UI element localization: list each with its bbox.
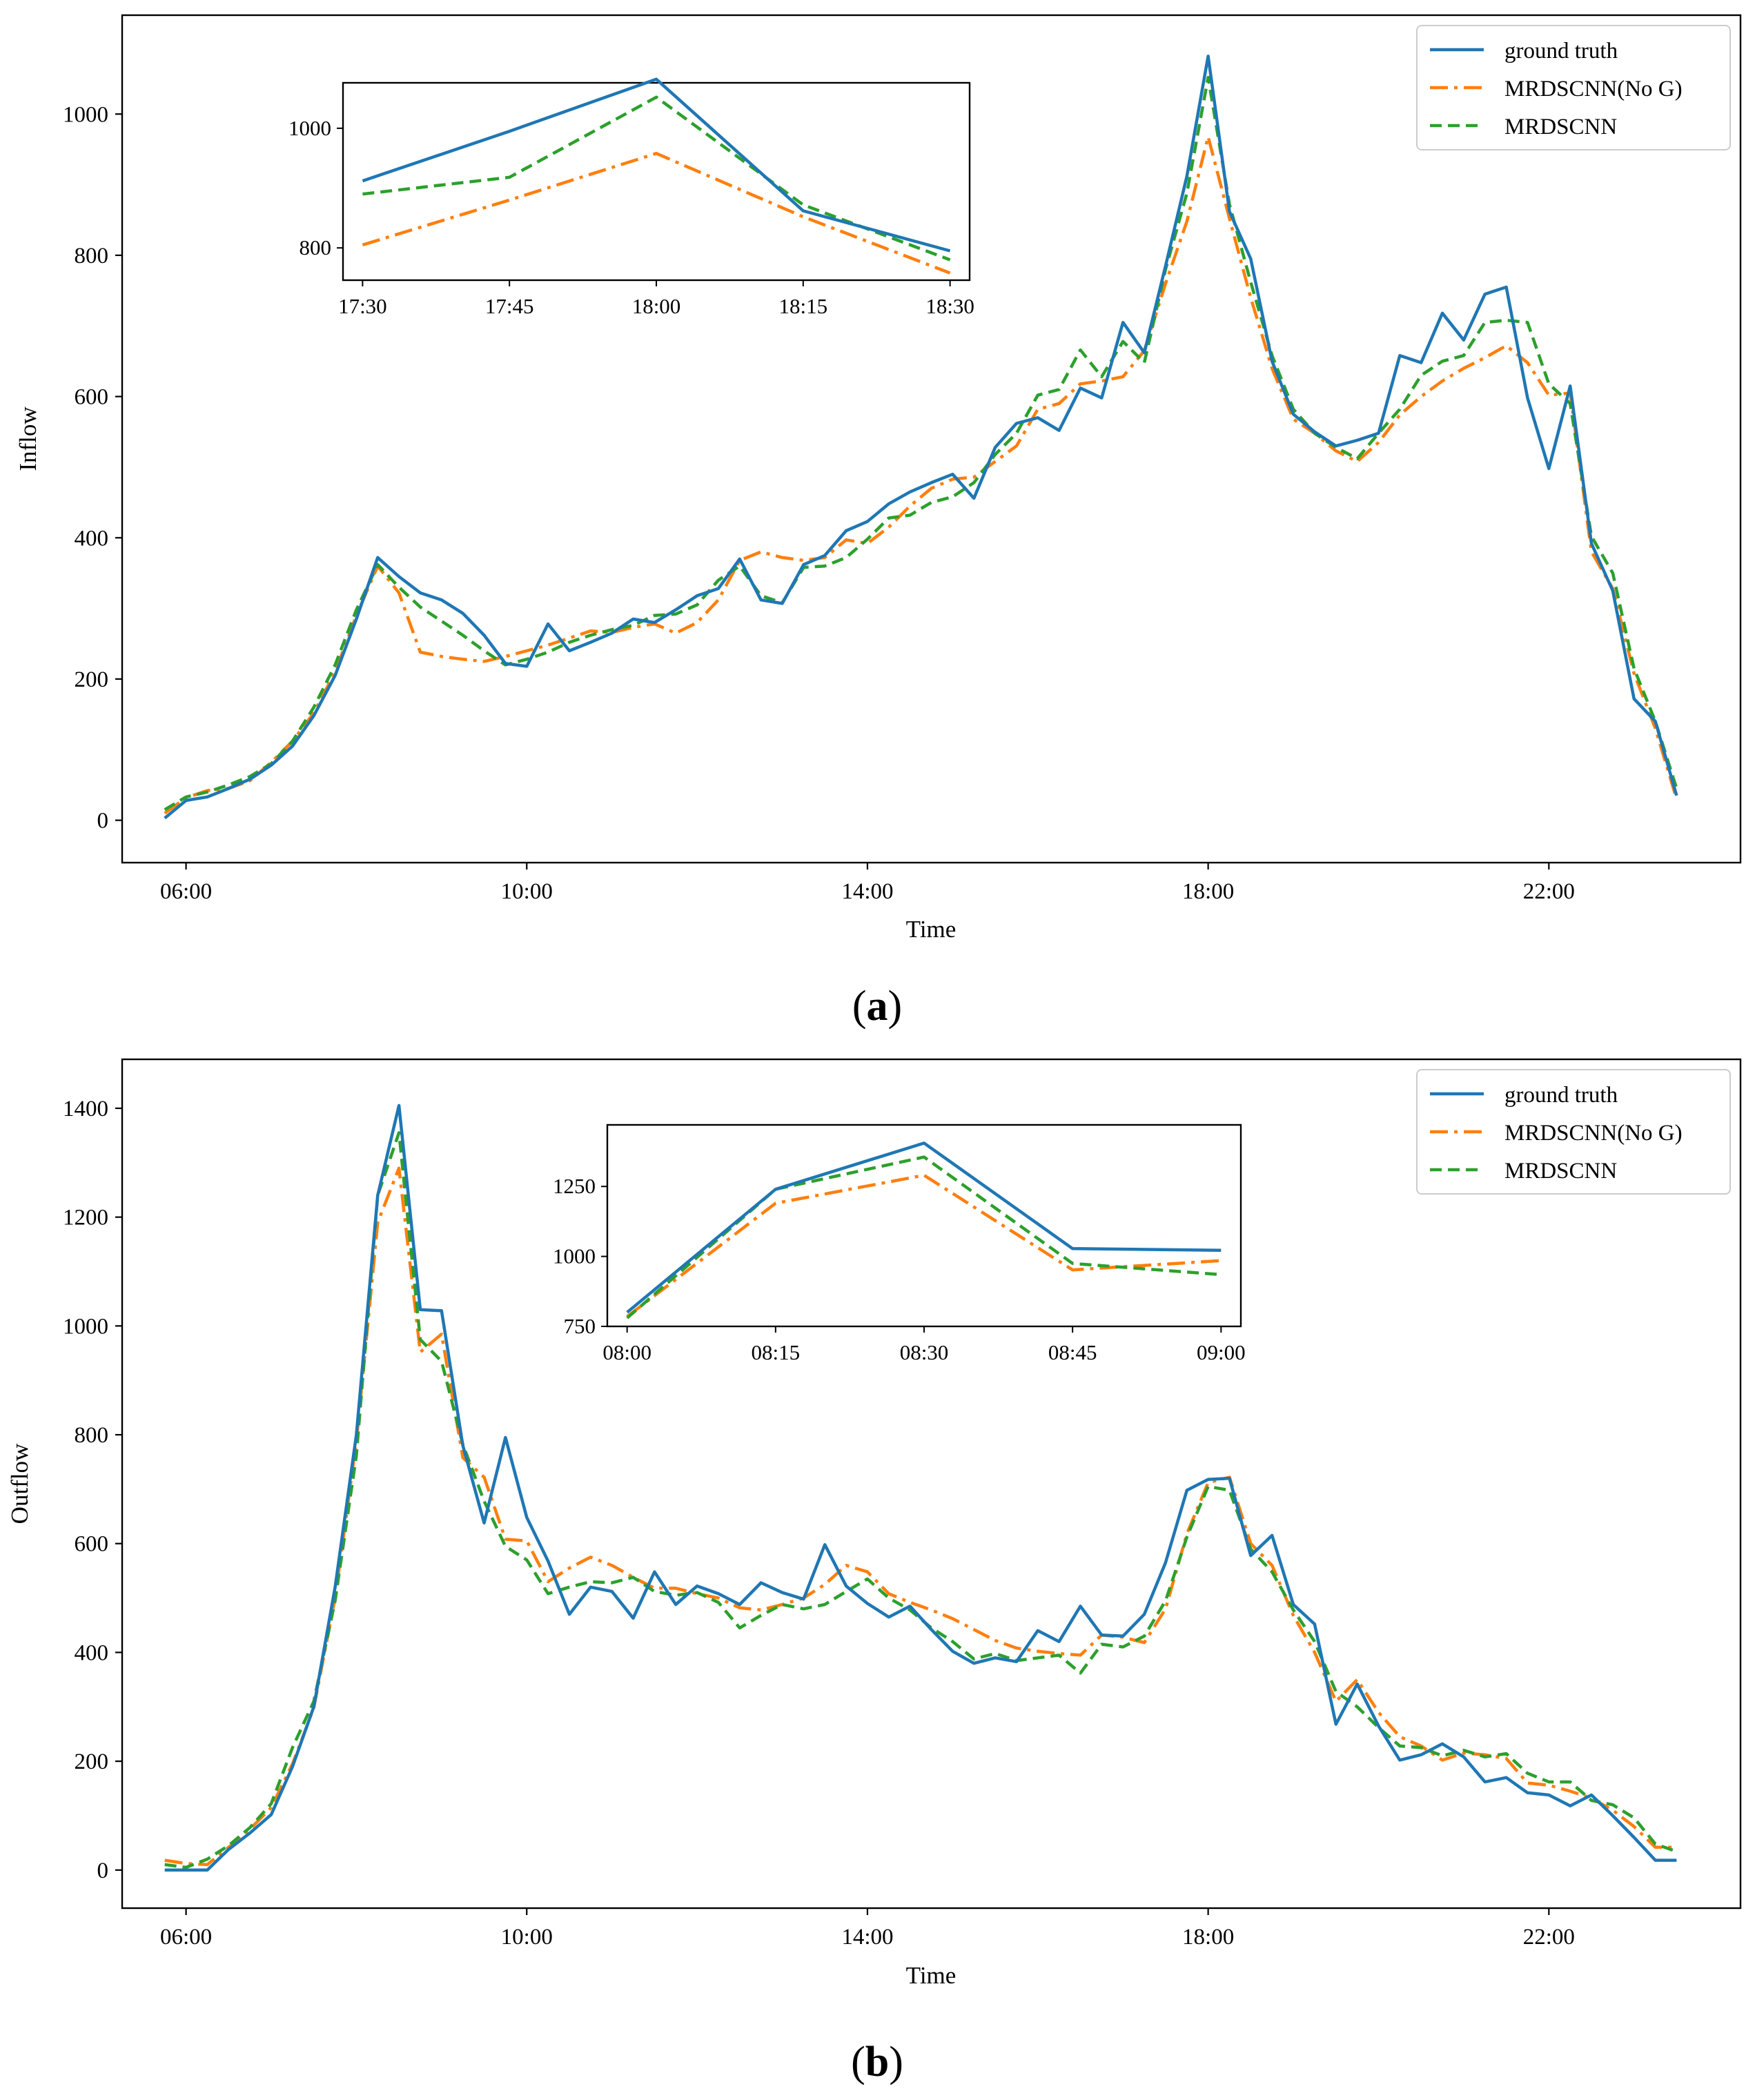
legend-label-ground-truth: ground truth: [1504, 1083, 1618, 1108]
y-tick-label: 0: [97, 809, 109, 834]
inset-x-tick-label: 18:00: [632, 294, 681, 318]
inset-series-line-ground-truth: [362, 77, 951, 253]
legend-box: [1416, 25, 1731, 150]
inset-x-tick-label: 09:00: [1197, 1340, 1246, 1364]
inset-x-tick-label: 18:30: [925, 294, 974, 318]
inset-series-line-no-g: [362, 152, 951, 275]
x-axis-ticks: 06:00 10:00 14:00 18:00 22:00: [160, 1908, 1575, 1950]
inset-y-tick-label: 1000: [553, 1244, 596, 1268]
series-line-no-g: [164, 1166, 1677, 1867]
inset-x-ticks: 17:30 17:45 18:00 18:15 18:30: [338, 280, 974, 318]
x-tick-label: 22:00: [1523, 879, 1575, 904]
y-tick-label: 800: [75, 1423, 109, 1448]
inset-y-ticks: 750 1000 1250: [553, 1174, 607, 1338]
y-tick-label: 1000: [63, 1314, 108, 1339]
x-tick-label: 18:00: [1182, 879, 1234, 904]
inset-y-tick-label: 1250: [553, 1174, 596, 1198]
legend-box: [1416, 1069, 1731, 1195]
inset-x-tick-label: 08:45: [1048, 1340, 1097, 1364]
chart-outflow: 0 200 400 600 800 1000 1200 1400 06:00 10:00 14:0…: [6, 1058, 1742, 2086]
x-tick-label: 06:00: [160, 879, 212, 904]
x-axis-ticks: 06:00 10:00 14:00 18:00 22:00: [160, 863, 1575, 904]
y-tick-label: 400: [75, 526, 109, 551]
x-tick-label: 06:00: [160, 1925, 212, 1950]
inset-x-tick-label: 08:15: [752, 1340, 801, 1364]
y-tick-label: 1400: [63, 1097, 108, 1121]
x-tick-label: 10:00: [501, 1925, 553, 1950]
y-axis-ticks: 0 200 400 600 800 1000: [63, 102, 122, 834]
inset-zoom: 800 1000 17:30 17:45 18:00 18:15 18:30: [288, 77, 974, 318]
series-line-ground-truth: [164, 55, 1678, 820]
inset-x-tick-label: 17:30: [338, 294, 387, 318]
legend: ground truth MRDSCNN(No G) MRDSCNN: [1416, 1069, 1731, 1195]
y-tick-label: 1200: [63, 1206, 108, 1230]
legend-label-mrdscnn: MRDSCNN: [1504, 1159, 1617, 1184]
x-tick-label: 18:00: [1182, 1925, 1234, 1950]
inset-y-ticks: 800 1000: [288, 116, 343, 259]
inset-x-tick-label: 18:15: [779, 294, 828, 318]
legend-label-no-g: MRDSCNN(No G): [1504, 1121, 1683, 1146]
inset-series-line-ground-truth: [626, 1141, 1222, 1314]
x-axis-label: Time: [906, 1962, 957, 1989]
y-tick-label: 0: [97, 1858, 109, 1883]
inset-x-tick-label: 08:30: [900, 1340, 949, 1364]
x-tick-label: 10:00: [501, 879, 553, 904]
inset-series-lines: [362, 77, 951, 275]
y-tick-label: 200: [75, 667, 109, 692]
series-line-mrdscnn: [164, 1131, 1678, 1870]
y-tick-label: 800: [75, 244, 109, 268]
inset-x-ticks: 08:00 08:15 08:30 08:45 09:00: [602, 1326, 1246, 1364]
series-line-mrdscnn: [164, 75, 1678, 812]
y-axis-label: Inflow: [14, 406, 41, 471]
x-tick-label: 14:00: [841, 879, 893, 904]
inset-plot-area: [606, 1123, 1242, 1328]
legend-label-mrdscnn: MRDSCNN: [1504, 115, 1617, 139]
y-tick-label: 600: [75, 385, 109, 410]
inset-x-tick-label: 08:00: [602, 1340, 651, 1364]
y-axis-label: Outflow: [6, 1443, 33, 1524]
plot-area: [121, 1058, 1742, 1910]
y-tick-label: 1000: [63, 102, 108, 127]
y-tick-label: 400: [75, 1640, 109, 1665]
inset-zoom: 750 1000 1250 08:00 08:15 08:30 08:45 09:00: [553, 1123, 1246, 1364]
x-axis-label: Time: [906, 916, 957, 943]
y-tick-label: 600: [75, 1532, 109, 1557]
series-lines: [164, 1103, 1678, 1872]
y-axis-ticks: 0 200 400 600 800 1000 1200 1400: [63, 1097, 122, 1883]
series-line-ground-truth: [164, 1103, 1677, 1872]
inset-x-tick-label: 17:45: [485, 294, 534, 318]
chart-inflow: 0 200 400 600 800 1000 06:00 10:00 14:00 18:00 22…: [14, 14, 1742, 1030]
x-tick-label: 22:00: [1523, 1925, 1575, 1950]
panel-label-a: (a): [852, 983, 902, 1030]
inset-y-tick-label: 750: [564, 1314, 596, 1338]
inset-y-tick-label: 1000: [288, 116, 331, 140]
series-line-no-g: [164, 135, 1678, 815]
plot-area: [121, 14, 1742, 864]
legend-label-ground-truth: ground truth: [1504, 39, 1618, 63]
inset-series-lines: [626, 1141, 1222, 1319]
panel-label-b: (b): [851, 2039, 903, 2086]
legend-label-no-g: MRDSCNN(No G): [1504, 77, 1683, 101]
x-tick-label: 14:00: [841, 1925, 893, 1950]
inset-plot-area: [342, 81, 971, 282]
y-tick-label: 200: [75, 1749, 109, 1774]
series-lines: [164, 55, 1678, 820]
inset-y-tick-label: 800: [300, 235, 332, 259]
legend: ground truth MRDSCNN(No G) MRDSCNN: [1416, 25, 1731, 150]
